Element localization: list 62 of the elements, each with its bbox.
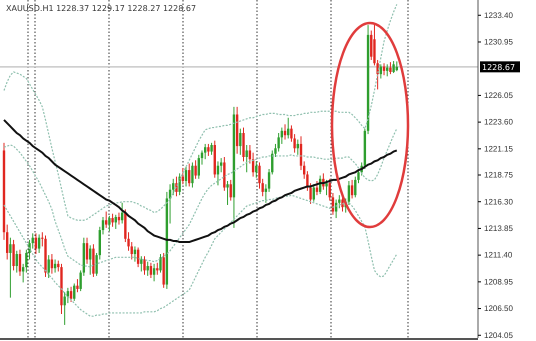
candlestick [76, 278, 79, 293]
candlestick [210, 142, 213, 156]
candlestick [114, 214, 117, 230]
ref-line-label: 1228.67 [482, 62, 516, 72]
candlestick [230, 179, 232, 202]
candlestick [70, 286, 72, 303]
candlestick [89, 244, 92, 276]
candlestick [392, 60, 395, 74]
y-tick-label: 1206.50 [484, 304, 514, 314]
candlestick [255, 160, 258, 178]
candlestick [287, 117, 290, 139]
candlestick [54, 258, 56, 274]
y-tick-label: 1226.05 [484, 90, 514, 100]
candlestick [194, 160, 197, 180]
candlestick [136, 247, 140, 268]
candlestick [140, 256, 143, 272]
y-tick-label: 1230.95 [484, 38, 514, 47]
line-series [2, 118, 398, 244]
y-tick-label: 1216.30 [484, 197, 514, 206]
candlestick [12, 239, 15, 271]
candlestick [207, 143, 210, 156]
text: XAUUSD.H1 1228.37 1229.17 1228.27 1228.67 [6, 4, 196, 13]
candlestick [312, 184, 315, 202]
candlestick [182, 167, 184, 185]
candlestick [38, 234, 40, 254]
candlestick [108, 215, 111, 232]
candlestick [191, 162, 194, 188]
candlestick [120, 202, 124, 224]
candlestick [104, 211, 108, 228]
candlestick [389, 62, 392, 75]
candlestick [198, 154, 200, 180]
y-tick-label: 1218.75 [484, 170, 514, 180]
candlestick [246, 144, 248, 173]
y-tick-label: 1213.85 [484, 224, 514, 233]
y-tick-label: 1223.60 [484, 118, 514, 127]
candlestick [63, 292, 66, 326]
candlestick [73, 282, 76, 302]
candlestick [239, 128, 242, 156]
candlestick [178, 172, 181, 196]
candlestick [134, 246, 136, 262]
candlestick [9, 237, 12, 298]
y-tick-label: 1208.95 [484, 277, 514, 286]
y-tick-label: 1204.05 [484, 330, 514, 340]
candlestick [16, 250, 18, 274]
y-tick-label: 1211.40 [484, 250, 513, 260]
y-tick-label: 1233.40 [484, 10, 514, 20]
candlestick [111, 213, 114, 228]
candlestick [380, 64, 382, 80]
candlestick [48, 254, 50, 279]
y-tick-label: 1221.15 [484, 144, 514, 154]
candlestick [386, 64, 388, 77]
candlestick [296, 139, 299, 156]
candlestick [150, 262, 152, 279]
candlestick [50, 254, 54, 274]
candlestick [396, 60, 398, 72]
candlestick [34, 232, 38, 255]
candlestick [156, 262, 158, 276]
candlestick [146, 261, 149, 276]
candlestick [188, 163, 190, 187]
candlestick [152, 263, 156, 282]
candlestick [350, 179, 354, 199]
line-series [3, 4, 398, 221]
